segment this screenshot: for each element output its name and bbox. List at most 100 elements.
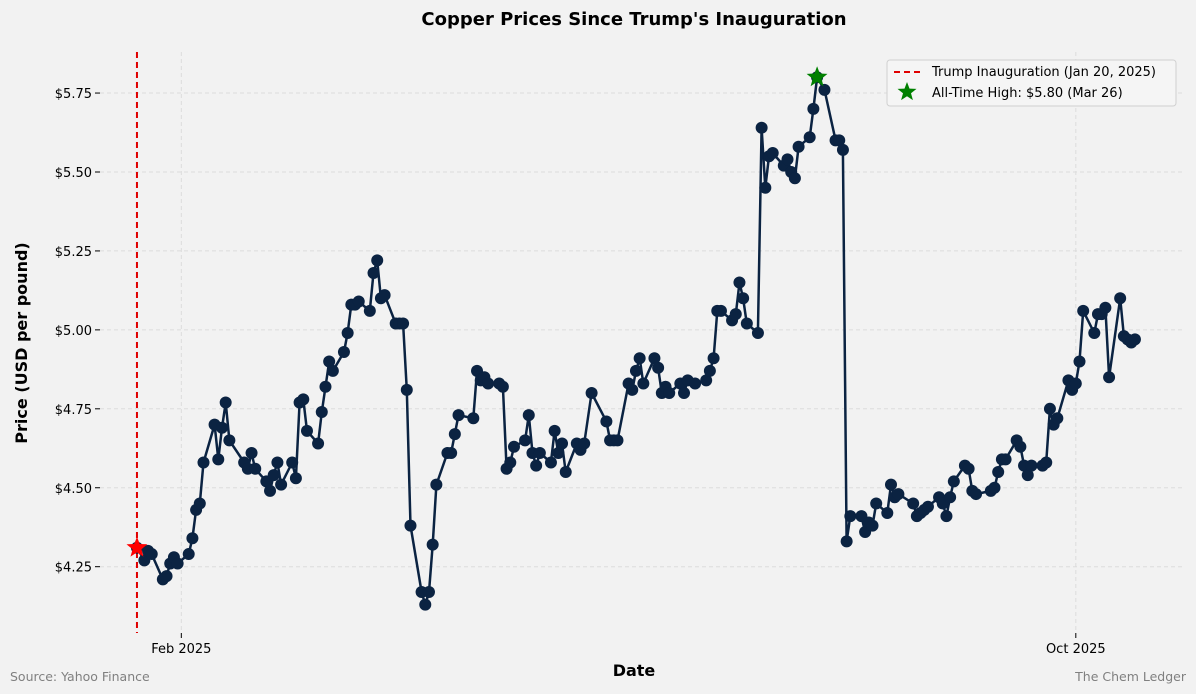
price-point [788, 172, 801, 185]
source-note: Source: Yahoo Finance [10, 669, 150, 684]
price-point [378, 289, 391, 302]
price-point [1077, 304, 1090, 317]
price-point [323, 355, 336, 368]
price-point [833, 134, 846, 147]
price-point [297, 393, 310, 406]
y-axis-ticks: $4.25 $4.50 $4.75 $5.00 $5.25 $5.50 $5.75 [55, 87, 100, 576]
price-point [755, 121, 768, 134]
grid [100, 52, 1183, 633]
price-point [907, 497, 920, 510]
y-tick-label: $5.50 [55, 166, 92, 181]
price-point [1103, 371, 1116, 384]
legend-inauguration: Trump Inauguration (Jan 20, 2025) [931, 65, 1156, 80]
price-point [533, 447, 546, 460]
x-axis-ticks: Feb 2025 Oct 2025 [151, 633, 1106, 657]
x-axis-label: Date [613, 661, 656, 680]
y-tick-label: $5.25 [55, 245, 92, 260]
price-point [215, 421, 228, 434]
price-point [223, 434, 236, 447]
price-point [312, 437, 325, 450]
price-point [1073, 355, 1086, 368]
price-point [371, 254, 384, 267]
y-tick-label: $4.75 [55, 403, 92, 418]
price-point [286, 456, 299, 469]
price-point [193, 497, 206, 510]
price-point [1128, 333, 1141, 346]
price-point [836, 143, 849, 156]
price-point [522, 409, 535, 422]
price-point [160, 570, 173, 583]
price-point [559, 465, 572, 478]
price-point [729, 308, 742, 321]
x-tick-label: Oct 2025 [1046, 642, 1106, 657]
price-point [733, 276, 746, 289]
price-point [866, 519, 879, 532]
price-point [585, 387, 598, 400]
price-point [482, 377, 495, 390]
price-point [781, 153, 794, 166]
price-point [663, 387, 676, 400]
legend-box [886, 59, 1177, 107]
price-point [678, 387, 691, 400]
price-point [397, 317, 410, 330]
price-point [249, 462, 262, 475]
price-point [992, 465, 1005, 478]
price-point [363, 304, 376, 317]
price-point [818, 83, 831, 96]
price-point [552, 447, 565, 460]
price-point [448, 428, 461, 441]
start-star-marker [126, 536, 148, 557]
price-point [271, 456, 284, 469]
price-point [648, 352, 661, 365]
price-point [940, 510, 953, 523]
legend-ath-star-icon [897, 82, 917, 101]
price-point [352, 295, 365, 308]
price-point [766, 147, 779, 160]
price-point [367, 267, 380, 280]
price-point [212, 453, 225, 466]
price-point [186, 532, 199, 545]
price-point [633, 352, 646, 365]
price-point [1014, 440, 1027, 453]
y-tick-label: $5.00 [55, 324, 92, 339]
legend: Trump Inauguration (Jan 20, 2025) All-Ti… [886, 59, 1177, 107]
price-point [759, 181, 772, 194]
price-point [197, 456, 210, 469]
price-point [507, 440, 520, 453]
price-markers [130, 71, 1141, 611]
price-point [1051, 412, 1064, 425]
price-point [792, 140, 805, 153]
price-point [703, 364, 716, 377]
price-point [445, 447, 458, 460]
price-point [999, 453, 1012, 466]
y-axis-label: Price (USD per pound) [12, 242, 31, 443]
price-point [419, 598, 432, 611]
price-point [504, 456, 517, 469]
ath-star-marker [806, 66, 828, 87]
y-tick-label: $4.25 [55, 561, 92, 576]
price-point [319, 380, 332, 393]
price-point [637, 377, 650, 390]
price-point [1040, 456, 1053, 469]
price-point [807, 102, 820, 115]
price-point [430, 478, 443, 491]
price-point [844, 510, 857, 523]
price-point [652, 361, 665, 374]
price-point [245, 447, 258, 460]
price-point [751, 327, 764, 340]
price-point [970, 488, 983, 501]
price-point [467, 412, 480, 425]
price-point [881, 507, 894, 520]
price-point [700, 374, 713, 387]
price-point [289, 472, 302, 485]
price-point [519, 434, 532, 447]
price-point [689, 377, 702, 390]
price-point [626, 383, 639, 396]
price-point [452, 409, 465, 422]
price-point [171, 557, 184, 570]
price-point [921, 500, 934, 513]
price-point [803, 131, 816, 144]
price-point [530, 459, 543, 472]
